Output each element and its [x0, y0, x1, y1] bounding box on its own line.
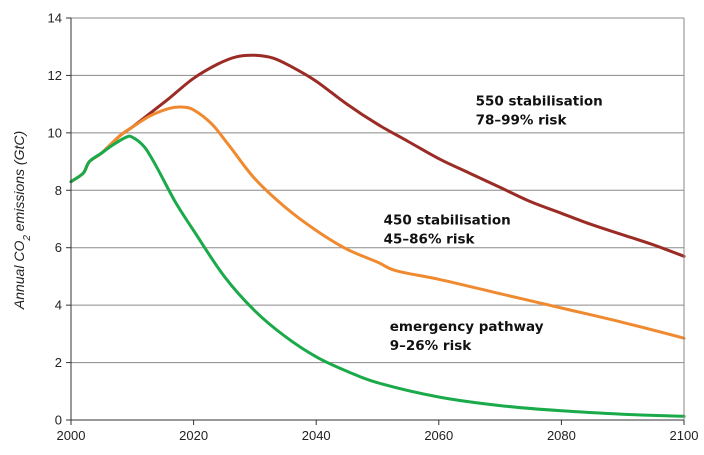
y-tick-label: 0	[55, 413, 62, 428]
series-line-550-stabilisation	[69, 53, 686, 258]
y-tick-label: 8	[55, 183, 62, 198]
y-tick-label: 4	[55, 298, 62, 313]
y-tick-label: 2	[55, 355, 62, 370]
y-tick-label: 10	[48, 125, 62, 140]
annotation-line-2: 9–26% risk	[390, 338, 472, 354]
annotation-550: 550 stabilisation 78–99% risk	[476, 94, 603, 129]
series-line-450-stabilisation	[69, 105, 686, 340]
y-tick-label: 6	[55, 240, 62, 255]
annotation-line-1: 450 stabilisation	[384, 213, 511, 229]
y-axis-label-subscript: 2	[22, 235, 33, 242]
x-tick-label: 2000	[57, 428, 86, 443]
annotation-line-1: 550 stabilisation	[476, 94, 603, 110]
x-tick-label: 2080	[547, 428, 576, 443]
annotation-emergency: emergency pathway 9–26% risk	[390, 319, 544, 354]
x-tick-label: 2040	[302, 428, 331, 443]
gridlines	[71, 17, 684, 421]
y-tick-label: 14	[48, 11, 62, 26]
x-tick-label: 2020	[179, 428, 208, 443]
y-tick-label: 12	[48, 68, 62, 83]
series-lines	[69, 53, 686, 418]
y-axis-ticks: 0 2 4 6 8 10 12 14	[48, 11, 71, 428]
annotation-line-2: 78–99% risk	[476, 113, 568, 129]
annotations: 550 stabilisation 78–99% risk 450 stabilis…	[384, 94, 603, 354]
x-axis-ticks: 2000 2020 2040 2060 2080 2100	[57, 420, 699, 443]
y-axis-label-tail: emissions (GtC)	[11, 131, 27, 235]
series-line-emergency-pathway	[69, 134, 686, 418]
plot-frame	[70, 18, 685, 421]
x-tick-label: 2100	[670, 428, 699, 443]
annotation-450: 450 stabilisation 45–86% risk	[384, 213, 511, 248]
y-axis-label-main: Annual CO	[11, 241, 27, 311]
x-tick-label: 2060	[424, 428, 453, 443]
annotation-line-2: 45–86% risk	[384, 232, 476, 248]
y-axis-label: Annual CO2 emissions (GtC)	[11, 131, 33, 310]
annotation-line-1: emergency pathway	[390, 319, 544, 335]
